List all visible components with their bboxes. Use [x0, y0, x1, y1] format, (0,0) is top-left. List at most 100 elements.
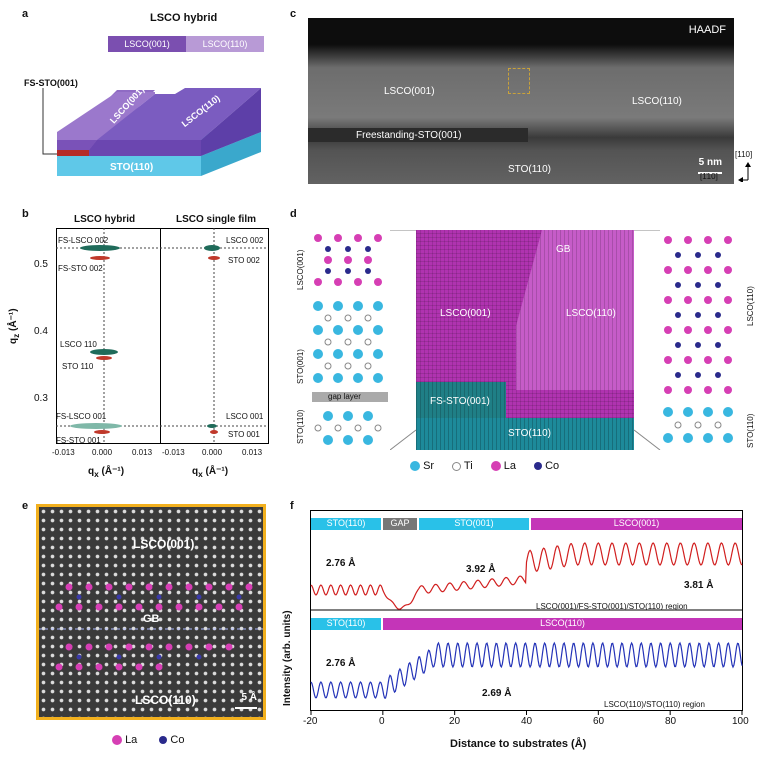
- f-xtick-100: 100: [732, 716, 749, 727]
- b-label-lsco-001: LSCO 001: [226, 412, 264, 421]
- f-xtick-0: 0: [379, 716, 385, 727]
- b-label-fs-sto-001: FS-STO 001: [56, 436, 101, 445]
- panel-e-label: e: [22, 500, 29, 512]
- panel-d-label: d: [290, 208, 297, 220]
- f-top-bar-gap: GAP: [383, 518, 417, 530]
- b-xtick-right-2: 0.000: [202, 448, 223, 457]
- b-ytick-0.5: 0.5: [34, 259, 48, 270]
- a-bar-lsco110: LSCO(110): [186, 36, 264, 52]
- a-title: LSCO hybrid: [150, 12, 218, 24]
- f-xtick-m20: -20: [303, 716, 318, 727]
- b-xtick-left-2: 0.000: [92, 448, 113, 457]
- e-legend-la: La: [112, 734, 137, 746]
- b-label-fs-sto-002: FS-STO 002: [58, 264, 103, 273]
- c-lsco001: LSCO(001): [384, 86, 435, 97]
- e-scale: 5 Å: [241, 692, 257, 703]
- b-ylabel: qz (Å⁻¹): [8, 308, 21, 344]
- d-side-left-lsco001: LSCO(001): [296, 249, 305, 290]
- f-ylabel: Intensity (arb. units): [282, 610, 293, 706]
- b-ytick-0.3: 0.3: [34, 393, 48, 404]
- f-bottom-region: LSCO(110)/STO(110) region: [604, 700, 705, 709]
- c-axis-up: [110]: [735, 150, 753, 159]
- d-side-left-sto001: STO(001): [296, 349, 305, 384]
- d-legend-sr: Sr: [410, 460, 434, 472]
- b-label-fs-lsco-001: FS-LSCO 001: [56, 412, 107, 421]
- f-ann-381: 3.81 Å: [684, 580, 714, 591]
- e-overlay-atoms: [39, 583, 263, 671]
- f-top-region: LSCO(001)/FS-STO(001)/STO(110) region: [536, 602, 688, 611]
- c-axis-arrows: [738, 162, 751, 182]
- d-lsco110: LSCO(110): [566, 308, 616, 319]
- d-side-left-sto110: STO(110): [296, 409, 305, 444]
- c-haadf-image: HAADF LSCO(001) LSCO(110) Freestanding-S…: [308, 18, 734, 184]
- f-top-bar-sto110: STO(110): [311, 518, 381, 530]
- b-xtick-left-3: 0.013: [132, 448, 153, 457]
- e-lsco001: LSCO(001): [133, 537, 195, 551]
- f-ann-269: 2.69 Å: [482, 688, 512, 699]
- c-fs: Freestanding-STO(001): [356, 130, 462, 141]
- b-label-lsco-002: LSCO 002: [226, 236, 264, 245]
- panel-f-label: f: [290, 500, 294, 512]
- b-ytick-0.4: 0.4: [34, 326, 48, 337]
- c-lsco110: LSCO(110): [632, 96, 682, 107]
- f-bottom-bar-sto110: STO(110): [311, 618, 381, 630]
- e-gb: GB: [143, 613, 160, 625]
- d-legend-ti: Ti: [452, 460, 473, 472]
- b-xtick-left-1: -0.013: [52, 448, 75, 457]
- f-ann-276-top: 2.76 Å: [326, 558, 356, 569]
- d-fs: FS-STO(001): [430, 396, 490, 407]
- d-side-right-lsco110: LSCO(110): [746, 286, 755, 326]
- d-legend-la: La: [490, 460, 516, 472]
- e-legend-co: Co: [159, 734, 184, 746]
- panel-a-label: a: [22, 8, 29, 20]
- f-top-bar-sto001: STO(001): [419, 518, 529, 530]
- d-connector-lines: [390, 230, 661, 450]
- f-xtick-20: 20: [449, 716, 461, 727]
- f-bottom-profile: [310, 641, 743, 699]
- f-ann-276-bottom: 2.76 Å: [326, 658, 356, 669]
- b-xtick-right-3: 0.013: [242, 448, 263, 457]
- b-title-right: LSCO single film: [176, 214, 257, 225]
- f-bottom-bar: STO(110) LSCO(110): [311, 618, 742, 630]
- e-scale-bar: [235, 707, 257, 709]
- f-top-bar-lsco001: LSCO(001): [531, 518, 742, 530]
- d-gb: GB: [556, 244, 571, 255]
- f-xtick-40: 40: [521, 716, 533, 727]
- a-block-diagram: [42, 88, 261, 176]
- f-xtick-60: 60: [593, 716, 605, 727]
- panel-c-label: c: [290, 8, 297, 20]
- f-xtick-80: 80: [665, 716, 677, 727]
- a-fs-sto-label: FS-STO(001): [24, 78, 78, 88]
- a-substrate-label: STO(110): [110, 162, 154, 173]
- b-xlabel-left: qx (Å⁻¹): [88, 466, 125, 479]
- panel-b-label: b: [22, 208, 29, 220]
- b-rsm-plot: [56, 228, 269, 444]
- b-label-sto-001: STO 001: [228, 430, 260, 439]
- f-top-profile: [310, 542, 743, 610]
- d-sto: STO(110): [508, 428, 551, 439]
- b-label-fs-lsco-002: FS-LSCO 002: [58, 236, 109, 245]
- a-bar: LSCO(001) LSCO(110): [108, 36, 264, 52]
- d-gap-layer: gap layer: [328, 392, 361, 401]
- f-bottom-bar-lsco110: LSCO(110): [383, 618, 742, 630]
- f-profile-plot: [310, 510, 743, 715]
- e-lsco110: LSCO(110): [135, 693, 196, 707]
- c-axis-right: [1̄10]: [700, 172, 718, 181]
- b-title-left: LSCO hybrid: [74, 214, 136, 225]
- a-bar-lsco001: LSCO(001): [108, 36, 186, 52]
- b-xtick-right-1: -0.013: [162, 448, 185, 457]
- f-xlabel: Distance to substrates (Å): [450, 738, 587, 750]
- b-xlabel-right: qx (Å⁻¹): [192, 466, 229, 479]
- d-right-atom-model: [663, 236, 733, 443]
- d-side-right-sto110: STO(110): [746, 413, 755, 448]
- b-label-sto-110: STO 110: [62, 362, 94, 371]
- d-legend-co: Co: [534, 460, 559, 472]
- e-stem-image: LSCO(001) GB LSCO(110) 5 Å: [36, 504, 266, 720]
- d-legend: Sr Ti La Co: [410, 460, 559, 472]
- d-stem-image: GB LSCO(001) LSCO(110) FS-STO(001) STO(1…: [416, 230, 634, 450]
- b-label-lsco-110: LSCO 110: [60, 340, 97, 349]
- d-left-atom-model: [312, 234, 388, 445]
- f-ann-392: 3.92 Å: [466, 564, 496, 575]
- c-scale-bar: [698, 172, 722, 174]
- d-lsco001: LSCO(001): [440, 308, 491, 319]
